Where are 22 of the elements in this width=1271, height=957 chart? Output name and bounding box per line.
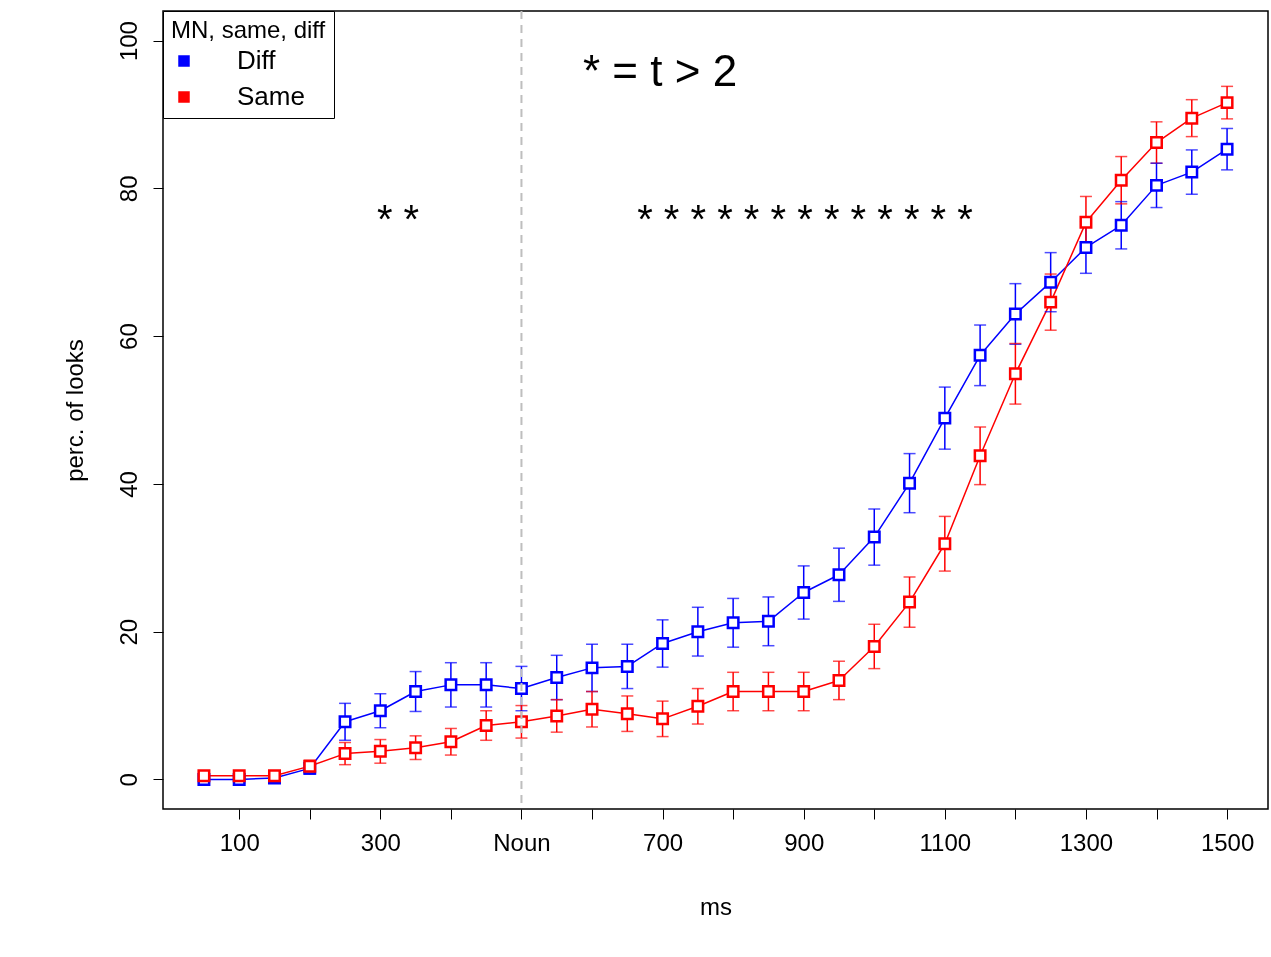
x-axis-title: ms	[700, 892, 732, 920]
y-tick-label: 60	[114, 323, 142, 350]
x-tick-label: 900	[784, 828, 825, 856]
x-tick-label: 1100	[919, 828, 972, 856]
y-tick-label: 40	[114, 471, 142, 498]
y-tick-label: 80	[114, 175, 142, 203]
x-tick-label: 100	[219, 828, 260, 856]
annotation: * = t > 2	[583, 46, 738, 95]
y-tick-label: 0	[114, 773, 142, 787]
annotation: * *	[376, 197, 420, 241]
x-tick-label: Noun	[493, 828, 551, 856]
x-tick-label: 300	[360, 828, 401, 856]
legend-label: Diff	[237, 45, 277, 75]
x-tick-label: 700	[643, 828, 684, 856]
y-tick-label: 100	[114, 21, 142, 62]
x-tick-label: 1500	[1200, 828, 1255, 856]
x-tick-label: 1300	[1059, 828, 1114, 856]
y-axis-title: perc. of looks	[60, 339, 88, 482]
legend-label: Same	[237, 81, 305, 111]
y-tick-label: 20	[114, 618, 142, 646]
annotation: * * * * * * * * * * * * *	[637, 197, 973, 241]
legend-title: MN, same, diff	[171, 16, 326, 43]
